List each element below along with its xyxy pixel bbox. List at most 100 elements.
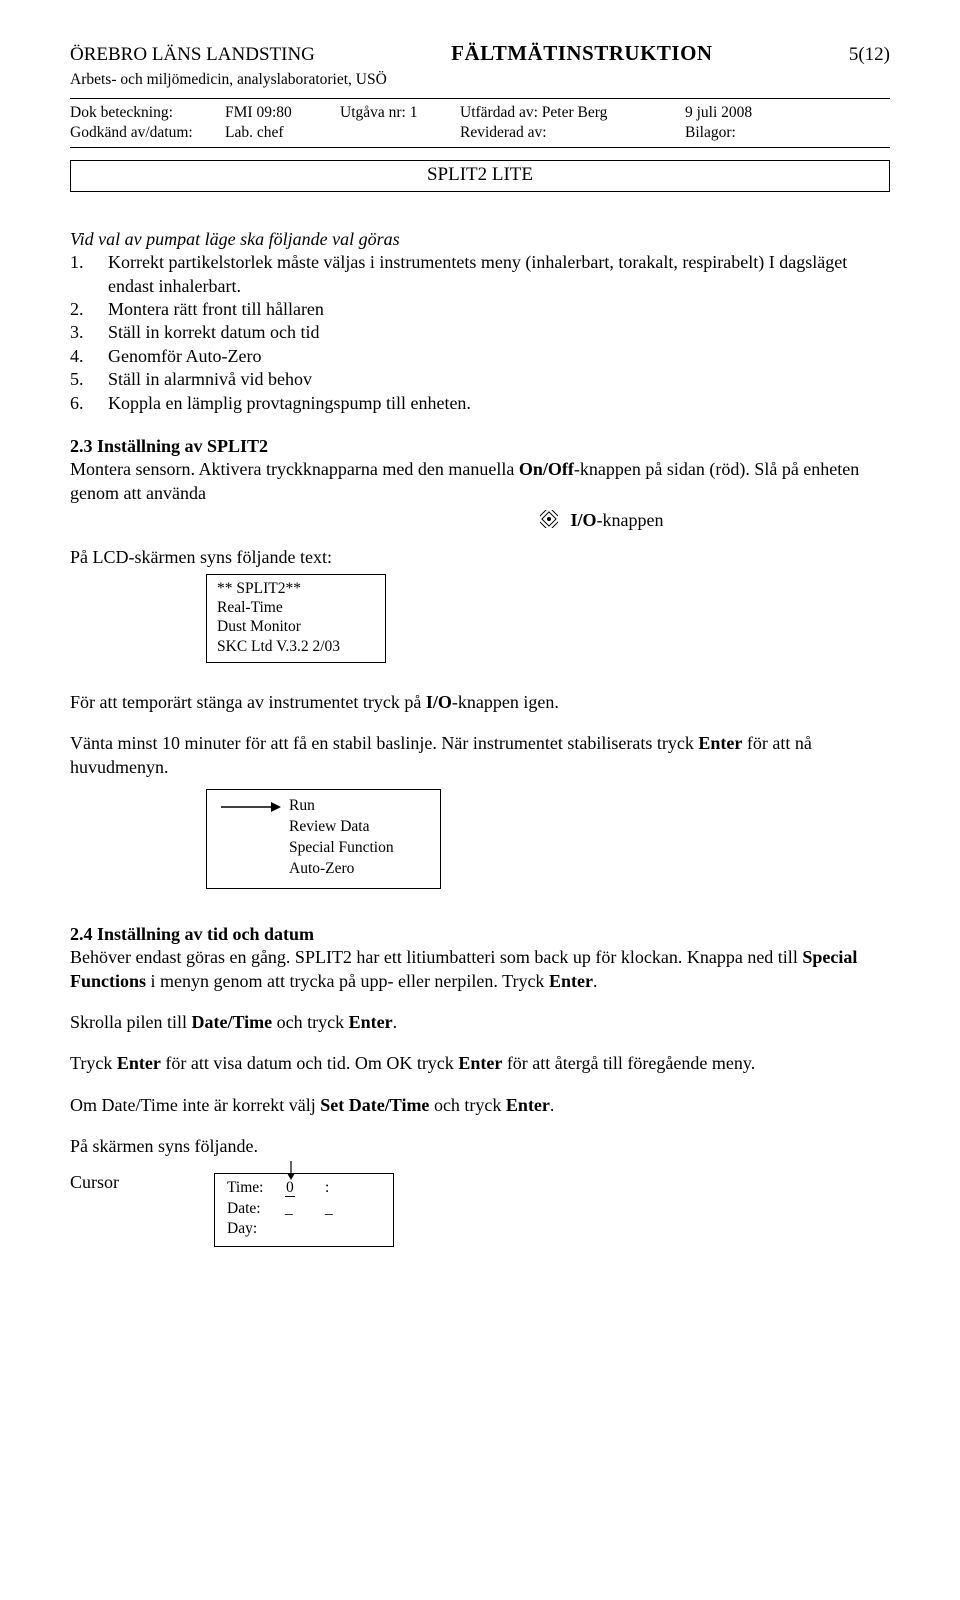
time-digit: 0 bbox=[285, 1179, 295, 1197]
cursor-arrow-icon bbox=[283, 1161, 299, 1181]
text-bold: I/O bbox=[426, 692, 452, 712]
lcd-line: Real-Time bbox=[217, 598, 375, 617]
lcd-line: ** SPLIT2** bbox=[217, 579, 375, 598]
text-run: Tryck bbox=[70, 1053, 117, 1073]
lcd-box-datetime: Time: 0 : Date: _ _ Day: bbox=[214, 1173, 394, 1248]
text-bold: Enter bbox=[349, 1012, 393, 1032]
io-bold: I/O bbox=[571, 510, 597, 530]
document-title-box: SPLIT2 LITE bbox=[70, 160, 890, 192]
heading-text: 2.3 Inställning av SPLIT2 bbox=[70, 436, 268, 456]
text-bold: Date/Time bbox=[192, 1012, 273, 1032]
meta-value: Utfärdad av: Peter Berg bbox=[460, 103, 685, 123]
list-num: 5. bbox=[70, 368, 108, 391]
menu-line: Special Function bbox=[289, 838, 430, 859]
list-item: 3.Ställ in korrekt datum och tid bbox=[70, 321, 890, 344]
list-text: Koppla en lämplig provtagningspump till … bbox=[108, 392, 471, 415]
section-2-4-p4: Om Date/Time inte är korrekt välj Set Da… bbox=[70, 1094, 890, 1117]
list-num: 6. bbox=[70, 392, 108, 415]
list-text: Ställ in alarmnivå vid behov bbox=[108, 368, 312, 391]
list-item: 1.Korrekt partikelstorlek måste väljas i… bbox=[70, 251, 890, 298]
menu-line: Review Data bbox=[289, 817, 430, 838]
day-label: Day: bbox=[227, 1219, 285, 1240]
intro-italic: Vid val av pumpat läge ska följande val … bbox=[70, 228, 890, 251]
text-run: Montera sensorn. Aktivera tryckknapparna… bbox=[70, 459, 519, 479]
lcd-line: SKC Ltd V.3.2 2/03 bbox=[217, 637, 375, 656]
header-row: ÖREBRO LÄNS LANDSTING FÄLTMÄTINSTRUKTION… bbox=[70, 40, 890, 68]
text-bold: Enter bbox=[458, 1053, 502, 1073]
heading-text: 2.4 Inställning av tid och datum bbox=[70, 924, 314, 944]
meta-row-2: Godkänd av/datum: Lab. chef Reviderad av… bbox=[70, 123, 890, 143]
numbered-list-1: 1.Korrekt partikelstorlek måste väljas i… bbox=[70, 251, 890, 415]
meta-value: Reviderad av: bbox=[460, 123, 685, 143]
cursor-row: Cursor Time: 0 : Date: _ _ Day: bbox=[70, 1167, 890, 1248]
time-colon: : bbox=[325, 1178, 329, 1199]
list-num: 2. bbox=[70, 298, 108, 321]
io-knappen-line: I/O-knappen bbox=[540, 509, 890, 534]
text-run: för att visa datum och tid. Om OK tryck bbox=[161, 1053, 458, 1073]
section-2-3-p3: Vänta minst 10 minuter för att få en sta… bbox=[70, 732, 890, 779]
section-2-4-p1: Behöver endast göras en gång. SPLIT2 har… bbox=[70, 946, 890, 993]
text-bold: Enter bbox=[698, 733, 742, 753]
text-bold: Enter bbox=[506, 1095, 550, 1115]
lcd-box-1: ** SPLIT2** Real-Time Dust Monitor SKC L… bbox=[206, 574, 386, 664]
menu-line: Run bbox=[289, 796, 430, 817]
time-value: 0 bbox=[285, 1178, 325, 1199]
day-row: Day: bbox=[227, 1219, 385, 1240]
section-2-4-heading: 2.4 Inställning av tid och datum bbox=[70, 923, 890, 946]
text-bold: Enter bbox=[117, 1053, 161, 1073]
date-value-1: _ bbox=[285, 1199, 325, 1220]
meta-value: FMI 09:80 bbox=[225, 103, 340, 123]
arrow-icon bbox=[219, 800, 281, 814]
section-2-4-p5: På skärmen syns följande. bbox=[70, 1135, 890, 1158]
text-bold: Set Date/Time bbox=[320, 1095, 429, 1115]
meta-value: Bilagor: bbox=[685, 123, 890, 143]
page-number: 5(12) bbox=[849, 43, 890, 68]
org-name: ÖREBRO LÄNS LANDSTING bbox=[70, 43, 315, 68]
section-2-4-p3: Tryck Enter för att visa datum och tid. … bbox=[70, 1052, 890, 1075]
list-text: Montera rätt front till hållaren bbox=[108, 298, 324, 321]
text-run: och tryck bbox=[429, 1095, 505, 1115]
metadata-box: Dok beteckning: FMI 09:80 Utgåva nr: 1 U… bbox=[70, 98, 890, 148]
meta-value: Lab. chef bbox=[225, 123, 340, 143]
text-run: Behöver endast göras en gång. SPLIT2 har… bbox=[70, 947, 802, 967]
text-run: Vänta minst 10 minuter för att få en sta… bbox=[70, 733, 698, 753]
text-run: För att temporärt stänga av instrumentet… bbox=[70, 692, 426, 712]
org-subline: Arbets- och miljömedicin, analyslaborato… bbox=[70, 70, 890, 90]
meta-value: Utgåva nr: 1 bbox=[340, 103, 460, 123]
list-text: Korrekt partikelstorlek måste väljas i i… bbox=[108, 251, 890, 298]
list-item: 6.Koppla en lämplig provtagningspump til… bbox=[70, 392, 890, 415]
text-run: . bbox=[593, 971, 598, 991]
meta-value bbox=[340, 123, 460, 143]
list-item: 5.Ställ in alarmnivå vid behov bbox=[70, 368, 890, 391]
text-run: . bbox=[393, 1012, 398, 1032]
time-label: Time: bbox=[227, 1178, 285, 1199]
text-run: . bbox=[550, 1095, 555, 1115]
meta-label: Dok beteckning: bbox=[70, 103, 225, 123]
text-run: Om Date/Time inte är korrekt välj bbox=[70, 1095, 320, 1115]
list-item: 4.Genomför Auto-Zero bbox=[70, 345, 890, 368]
lcd-intro: På LCD-skärmen syns följande text: bbox=[70, 546, 890, 569]
text-run: för att återgå till föregående meny. bbox=[502, 1053, 755, 1073]
lcd-box-menu: Run Review Data Special Function Auto-Ze… bbox=[206, 789, 441, 889]
list-text: Ställ in korrekt datum och tid bbox=[108, 321, 319, 344]
section-2-3-p1: Montera sensorn. Aktivera tryckknapparna… bbox=[70, 458, 890, 505]
section-2-4-p2: Skrolla pilen till Date/Time och tryck E… bbox=[70, 1011, 890, 1034]
io-icon bbox=[540, 510, 558, 534]
meta-row-1: Dok beteckning: FMI 09:80 Utgåva nr: 1 U… bbox=[70, 103, 890, 123]
text-bold: Enter bbox=[549, 971, 593, 991]
lcd-line: Dust Monitor bbox=[217, 617, 375, 636]
text-run: Skrolla pilen till bbox=[70, 1012, 192, 1032]
list-item: 2.Montera rätt front till hållaren bbox=[70, 298, 890, 321]
io-suffix: -knappen bbox=[597, 510, 664, 530]
text-run: i menyn genom att trycka på upp- eller n… bbox=[146, 971, 549, 991]
text-bold: On/Off bbox=[519, 459, 574, 479]
date-row: Date: _ _ bbox=[227, 1199, 385, 1220]
menu-line: Auto-Zero bbox=[289, 859, 430, 880]
text-run: och tryck bbox=[272, 1012, 348, 1032]
section-2-3-p2: För att temporärt stänga av instrumentet… bbox=[70, 691, 890, 714]
date-label: Date: bbox=[227, 1199, 285, 1220]
time-row: Time: 0 : bbox=[227, 1178, 385, 1199]
meta-value: 9 juli 2008 bbox=[685, 103, 890, 123]
list-text: Genomför Auto-Zero bbox=[108, 345, 261, 368]
meta-label: Godkänd av/datum: bbox=[70, 123, 225, 143]
